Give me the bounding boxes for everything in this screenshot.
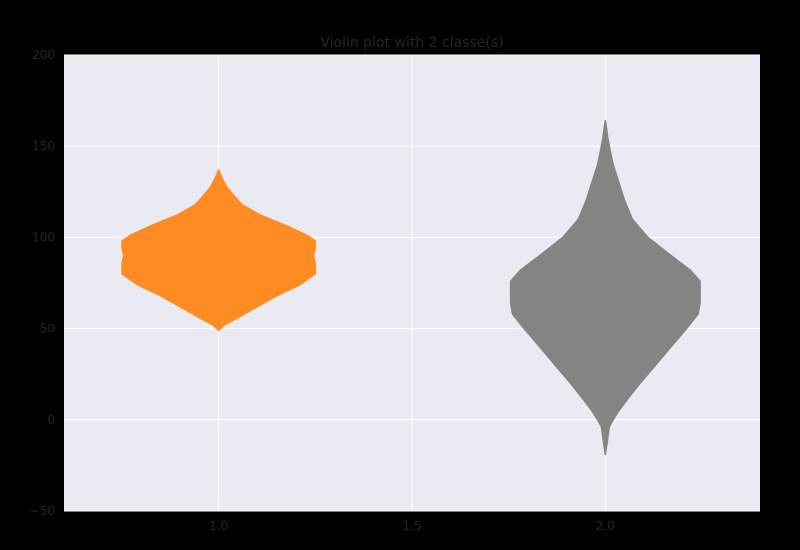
x-tick-label: 1.5: [402, 519, 421, 533]
y-tick-label: 0: [47, 413, 55, 427]
y-tick-label: 50: [40, 322, 55, 336]
y-tick-label: 200: [32, 48, 55, 62]
x-tick-label: 2.0: [596, 519, 615, 533]
y-tick-label: 150: [32, 139, 55, 153]
y-tick-label: −50: [30, 504, 55, 518]
x-axis-ticks: 1.0 1.5 2.0: [209, 519, 615, 533]
y-axis-ticks: −50 0 50 100 150 200: [30, 48, 55, 518]
y-tick-label: 100: [32, 230, 55, 244]
x-tick-label: 1.0: [209, 519, 228, 533]
chart-title: Violin plot with 2 classe(s): [320, 35, 503, 51]
